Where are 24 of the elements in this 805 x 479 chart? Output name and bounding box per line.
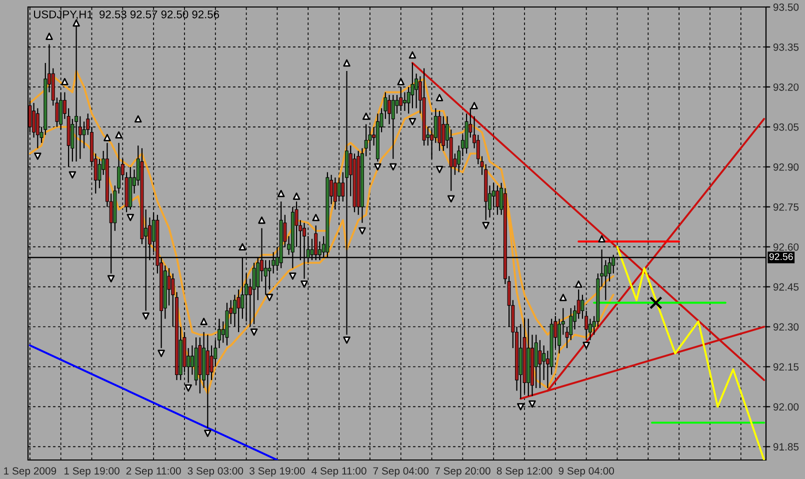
y-tick-label: 93.35 bbox=[773, 43, 799, 51]
y-tick-label: 93.20 bbox=[773, 83, 799, 91]
y-tick-label: 91.85 bbox=[773, 443, 799, 451]
y-tick-label: 92.75 bbox=[773, 203, 799, 211]
y-tick-label: 92.00 bbox=[773, 403, 799, 411]
y-tick-label: 92.15 bbox=[773, 363, 799, 371]
ref-line-label: 92.56 bbox=[769, 253, 793, 260]
y-tick-label: 92.45 bbox=[773, 283, 799, 291]
x-tick-label: 8 Sep 12:00 bbox=[496, 467, 552, 477]
x-tick-label: 1 Sep 2009 bbox=[4, 467, 56, 477]
x-tick-label: 9 Sep 04:00 bbox=[558, 467, 614, 477]
y-tick-label: 92.60 bbox=[773, 243, 799, 251]
x-tick-label: 7 Sep 04:00 bbox=[373, 467, 429, 477]
x-tick-label: 7 Sep 20:00 bbox=[435, 467, 490, 477]
y-tick-label: 92.30 bbox=[773, 323, 799, 331]
chart-title: USDJPY,H1 92.53 92.57 92.50 92.56 bbox=[34, 10, 220, 20]
y-tick-label: 93.05 bbox=[773, 123, 799, 131]
x-tick-label: 1 Sep 19:00 bbox=[64, 467, 120, 477]
x-tick-label: 3 Sep 19:00 bbox=[250, 467, 305, 477]
x-tick-label: 2 Sep 11:00 bbox=[126, 467, 181, 477]
x-tick-label: 3 Sep 03:00 bbox=[188, 467, 244, 477]
y-tick-label: 92.90 bbox=[773, 163, 799, 171]
y-tick-label: 93.50 bbox=[773, 4, 799, 11]
x-tick-label: 4 Sep 11:00 bbox=[312, 467, 366, 477]
